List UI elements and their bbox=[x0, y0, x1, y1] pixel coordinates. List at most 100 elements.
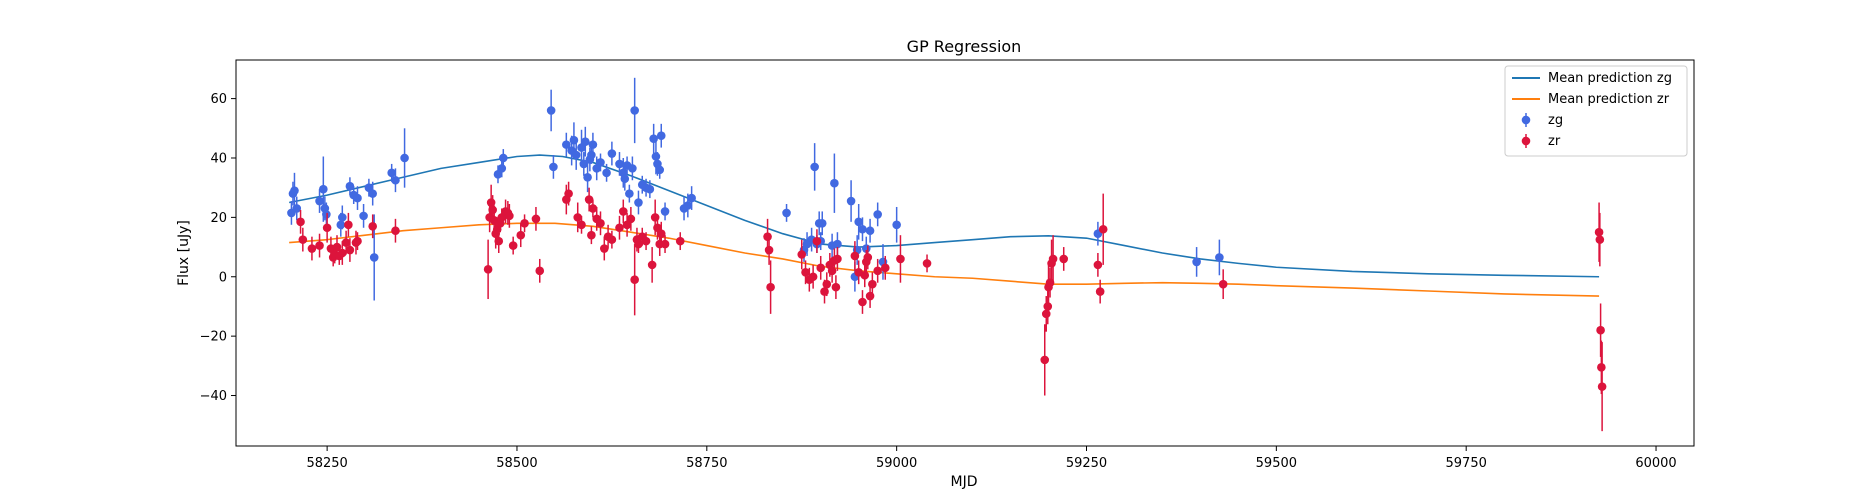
zr-point bbox=[1040, 355, 1050, 365]
zr-point bbox=[1043, 302, 1053, 311]
zr-point bbox=[494, 236, 504, 246]
zg-point bbox=[549, 162, 558, 172]
zg-point bbox=[368, 189, 377, 198]
zr-point bbox=[505, 211, 514, 221]
zr-point bbox=[641, 236, 651, 246]
zr-point bbox=[675, 236, 685, 246]
zr-point bbox=[615, 223, 624, 233]
zr-point bbox=[516, 230, 526, 240]
zg-point bbox=[630, 106, 639, 115]
zr-point bbox=[584, 195, 594, 204]
zr-point bbox=[298, 235, 308, 244]
series-zr bbox=[296, 181, 1607, 432]
zr-point bbox=[896, 254, 905, 264]
zr-point bbox=[764, 245, 774, 255]
x-tick-label: 58250 bbox=[306, 456, 347, 471]
zg-point bbox=[854, 217, 863, 227]
y-tick-label: −40 bbox=[200, 389, 227, 404]
legend: Mean prediction zg Mean prediction zr zg… bbox=[1504, 65, 1688, 157]
zg-point bbox=[497, 164, 507, 173]
legend-label-mean-zg: Mean prediction zg bbox=[1548, 71, 1672, 86]
zr-point bbox=[599, 244, 609, 253]
x-axis-ticks: 58250 58500 58750 59000 59250 59500 59750 60000 bbox=[306, 446, 1677, 471]
zr-point bbox=[344, 220, 353, 230]
zr-point bbox=[368, 221, 377, 231]
zg-point bbox=[782, 208, 791, 218]
zr-point bbox=[1095, 287, 1105, 296]
legend-marker bbox=[1521, 115, 1531, 125]
zr-point bbox=[577, 220, 586, 230]
zr-point bbox=[1218, 279, 1228, 289]
zr-point bbox=[520, 219, 529, 228]
zr-point bbox=[797, 250, 807, 259]
plot-area bbox=[235, 59, 1695, 447]
zr-point bbox=[315, 241, 324, 250]
zg-point bbox=[319, 184, 328, 194]
zg-point bbox=[315, 196, 324, 206]
chart-title: GP Regression bbox=[907, 37, 1022, 56]
zg-point bbox=[892, 220, 901, 230]
zg-point bbox=[660, 207, 670, 216]
zr-point bbox=[307, 244, 317, 253]
zr-point bbox=[1597, 363, 1606, 372]
zr-point bbox=[535, 266, 545, 276]
zr-point bbox=[634, 239, 643, 249]
zg-point bbox=[656, 131, 666, 141]
zr-point bbox=[1595, 235, 1605, 244]
zr-point bbox=[1048, 254, 1058, 264]
zg-point bbox=[588, 140, 598, 149]
zg-point bbox=[338, 213, 347, 222]
zg-point bbox=[833, 239, 842, 249]
zg-point bbox=[634, 198, 643, 207]
x-tick-label: 59000 bbox=[876, 456, 917, 471]
y-tick-label: 0 bbox=[219, 270, 227, 285]
zg-point bbox=[571, 150, 581, 160]
series-zg bbox=[287, 77, 1224, 301]
zr-point bbox=[880, 263, 890, 273]
zg-point bbox=[602, 168, 611, 178]
zr-point bbox=[596, 219, 605, 228]
zg-point bbox=[292, 204, 302, 213]
x-tick-label: 58750 bbox=[686, 456, 727, 471]
zr-point bbox=[630, 275, 639, 285]
zr-point bbox=[660, 239, 670, 249]
zr-point bbox=[353, 236, 362, 246]
zg-point bbox=[625, 189, 634, 198]
zg-point bbox=[683, 201, 693, 210]
zg-point bbox=[858, 224, 867, 234]
zr-point bbox=[1597, 382, 1607, 391]
zr-point bbox=[863, 253, 873, 262]
zr-point bbox=[656, 229, 666, 238]
x-tick-label: 59750 bbox=[1446, 456, 1487, 471]
zr-point bbox=[1059, 254, 1069, 264]
zg-point bbox=[587, 150, 596, 160]
zr-point bbox=[922, 259, 932, 268]
zr-point bbox=[531, 214, 541, 224]
zg-point bbox=[581, 137, 590, 146]
legend-label-zg: zg bbox=[1548, 113, 1563, 128]
zg-point bbox=[596, 158, 605, 167]
legend-swatch-zr bbox=[1521, 134, 1531, 148]
zg-point bbox=[810, 162, 819, 172]
zr-point bbox=[801, 268, 810, 277]
zr-point bbox=[626, 214, 636, 224]
zg-point bbox=[400, 153, 409, 163]
zr-point bbox=[1594, 227, 1604, 237]
zg-point bbox=[345, 181, 355, 191]
zr-point bbox=[831, 282, 841, 292]
zr-point bbox=[833, 254, 842, 264]
y-axis-ticks: −40 −20 0 20 40 60 bbox=[200, 92, 236, 404]
zr-point bbox=[812, 236, 822, 246]
zg-point bbox=[562, 140, 571, 149]
x-axis-label: MJD bbox=[951, 474, 978, 490]
zg-point bbox=[687, 193, 696, 203]
data-points bbox=[287, 77, 1607, 432]
zg-point bbox=[620, 174, 630, 184]
zg-point bbox=[499, 153, 508, 163]
zr-point bbox=[607, 235, 617, 244]
zr-point bbox=[391, 226, 400, 236]
legend-label-mean-zr: Mean prediction zr bbox=[1548, 92, 1670, 107]
x-tick-label: 59250 bbox=[1066, 456, 1107, 471]
zg-point bbox=[1215, 253, 1224, 262]
